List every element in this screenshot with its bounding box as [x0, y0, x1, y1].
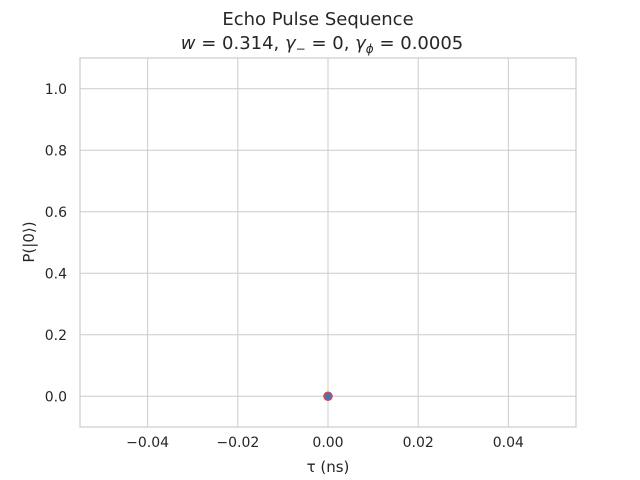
data-point: [323, 391, 333, 401]
x-tick-label: 0.00: [312, 435, 343, 451]
chart-title: Echo Pulse Sequence: [222, 9, 413, 30]
x-tick-label: −0.02: [216, 435, 259, 451]
x-ticks: −0.04 −0.02 0.00 0.02 0.04: [126, 435, 524, 451]
x-tick-label: 0.04: [493, 435, 524, 451]
y-ticks: 0.0 0.2 0.4 0.6 0.8 1.0: [45, 82, 67, 406]
plot-frame: [79, 57, 577, 428]
y-tick-label: 1.0: [45, 82, 67, 98]
y-tick-label: 0.2: [45, 328, 67, 344]
x-axis-label: τ (ns): [307, 458, 350, 476]
y-tick-label: 0.8: [45, 143, 67, 159]
y-axis-label: P(|0⟩): [20, 221, 38, 262]
y-tick-label: 0.6: [45, 205, 67, 221]
grid: [80, 58, 576, 427]
y-tick-label: 0.4: [45, 266, 67, 282]
x-tick-label: −0.04: [126, 435, 169, 451]
x-tick-label: 0.02: [403, 435, 434, 451]
data-points: [323, 391, 333, 401]
chart-subtitle: w = 0.314, γ− = 0, γϕ = 0.0005: [181, 33, 463, 56]
y-tick-label: 0.0: [45, 389, 67, 405]
